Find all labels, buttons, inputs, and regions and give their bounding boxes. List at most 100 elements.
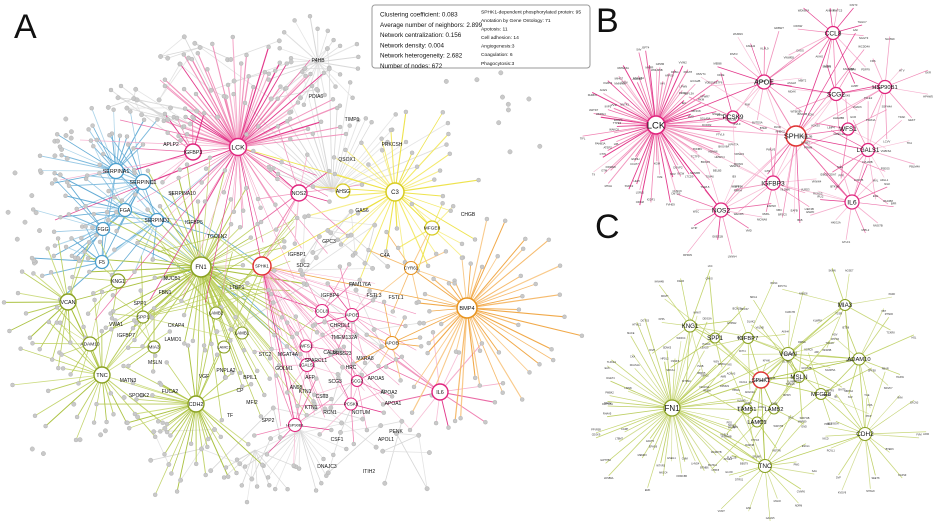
svg-text:ENWF: ENWF (806, 210, 814, 214)
svg-text:SPP1: SPP1 (134, 301, 147, 307)
svg-text:VCAN: VCAN (61, 300, 76, 306)
svg-text:VKNW4: VKNW4 (812, 179, 822, 183)
svg-text:LCK: LCK (231, 144, 245, 151)
svg-text:IGFBP1: IGFBP1 (288, 252, 306, 258)
svg-text:KVDV9: KVDV9 (838, 492, 847, 495)
svg-text:FN1: FN1 (664, 404, 680, 413)
svg-text:NLSB3: NLSB3 (801, 141, 810, 145)
svg-text:MPKI5: MPKI5 (783, 394, 791, 397)
svg-text:LNNN4: LNNN4 (728, 254, 737, 258)
svg-text:NUCB1: NUCB1 (164, 276, 181, 282)
svg-text:PFVR3B: PFVR3B (591, 429, 601, 432)
svg-text:KBNN6: KBNN6 (709, 149, 718, 153)
svg-text:ADAM10: ADAM10 (847, 357, 870, 363)
svg-text:NITR9A: NITR9A (682, 380, 691, 383)
svg-text:MEIB8: MEIB8 (713, 62, 722, 66)
svg-text:MSLN: MSLN (790, 374, 807, 381)
svg-text:VGF: VGF (199, 374, 209, 380)
svg-text:MXRA8: MXRA8 (356, 356, 373, 362)
svg-text:CTIN: CTIN (600, 152, 606, 156)
svg-text:VVIM2: VVIM2 (679, 61, 688, 65)
svg-text:MDVH: MDVH (661, 295, 669, 298)
svg-text:FIW: FIW (745, 103, 750, 107)
svg-text:CWNW: CWNW (793, 24, 802, 28)
svg-text:CAGS: CAGS (796, 49, 804, 53)
svg-text:DCAS1A: DCAS1A (630, 364, 640, 367)
svg-text:DGVP2: DGVP2 (673, 166, 683, 170)
svg-text:HHAM8B: HHAM8B (833, 116, 844, 120)
svg-text:PRSS23: PRSS23 (332, 351, 351, 357)
svg-text:A: A (14, 8, 37, 46)
svg-text:GTR: GTR (765, 169, 771, 173)
svg-text:TNC: TNC (758, 463, 772, 470)
svg-text:RLVD: RLVD (774, 125, 781, 129)
svg-text:RTSD6: RTSD6 (885, 313, 894, 316)
svg-text:MSTR6: MSTR6 (772, 450, 781, 453)
svg-text:GDBW7: GDBW7 (774, 26, 784, 30)
svg-text:SVDF2: SVDF2 (625, 184, 634, 188)
svg-text:VWWE8: VWWE8 (784, 56, 795, 60)
svg-text:WWVH5: WWVH5 (774, 425, 784, 428)
svg-text:EMNH: EMNH (632, 157, 640, 161)
svg-text:LMPP: LMPP (851, 84, 859, 88)
svg-text:GPMM: GPMM (656, 62, 665, 66)
svg-text:IEII: IEII (732, 175, 736, 179)
svg-text:VVSI: VVSI (611, 103, 617, 107)
svg-text:WARR7B: WARR7B (711, 451, 722, 454)
svg-text:CIDG8: CIDG8 (636, 200, 645, 204)
svg-text:SRLW6: SRLW6 (752, 456, 761, 459)
svg-text:SSFH4A: SSFH4A (882, 105, 893, 109)
svg-text:EAS: EAS (605, 367, 610, 370)
svg-text:TII: TII (592, 172, 595, 176)
svg-text:EAVT5: EAVT5 (646, 440, 654, 443)
svg-text:FRWM: FRWM (804, 145, 813, 149)
svg-text:AWB: AWB (720, 375, 726, 378)
svg-text:HAAV4: HAAV4 (702, 343, 711, 346)
svg-text:SGRC9: SGRC9 (804, 349, 813, 352)
svg-text:FIEA5: FIEA5 (677, 280, 685, 283)
svg-text:PMBK2: PMBK2 (605, 391, 614, 394)
svg-text:IETD8: IETD8 (842, 327, 850, 330)
svg-text:MVL: MVL (873, 179, 879, 183)
svg-text:BBST9: BBST9 (740, 463, 749, 466)
svg-text:ISFT4: ISFT4 (642, 46, 650, 50)
svg-text:ACMA3: ACMA3 (727, 373, 736, 376)
svg-text:LAMO1: LAMO1 (165, 337, 182, 343)
svg-text:WTBI5B: WTBI5B (790, 110, 800, 114)
svg-text:MEMR3: MEMR3 (638, 454, 648, 457)
svg-text:Anotation by Gene Ontology: 7: Anotation by Gene Ontology: 71 (481, 18, 551, 24)
svg-text:LTBK5: LTBK5 (712, 469, 720, 472)
svg-text:EIW: EIW (746, 507, 751, 510)
svg-text:FRS: FRS (870, 59, 876, 63)
svg-text:GCR: GCR (850, 115, 856, 119)
svg-text:B: B (596, 2, 619, 40)
svg-text:EHDW2: EHDW2 (727, 322, 737, 325)
svg-text:SAV: SAV (636, 47, 641, 51)
svg-text:SPHK1: SPHK1 (752, 378, 770, 384)
svg-text:MFGE8: MFGE8 (424, 226, 441, 232)
svg-text:AFP: AFP (305, 375, 315, 381)
svg-text:TMEM132A: TMEM132A (331, 335, 358, 341)
svg-text:DCDR2: DCDR2 (702, 123, 712, 127)
svg-text:IGFBP7: IGFBP7 (738, 336, 759, 342)
svg-text:FUCA2: FUCA2 (162, 389, 179, 395)
svg-text:RMKL: RMKL (762, 212, 770, 216)
svg-text:NOS2: NOS2 (712, 207, 731, 214)
svg-text:NGNP5A: NGNP5A (825, 369, 836, 372)
svg-text:NDNI5B: NDNI5B (690, 171, 700, 175)
svg-text:TDAK: TDAK (898, 115, 905, 119)
svg-text:IINM: IINM (897, 397, 902, 400)
svg-text:CKA: CKA (630, 355, 635, 358)
svg-text:SPHK1: SPHK1 (255, 264, 269, 269)
svg-text:TLFK2A: TLFK2A (607, 361, 617, 364)
svg-text:MKSV8: MKSV8 (691, 109, 701, 113)
svg-text:KRMC8B: KRMC8B (676, 475, 687, 478)
svg-text:BKGV8A: BKGV8A (718, 145, 729, 149)
svg-text:AKGC4: AKGC4 (659, 472, 668, 475)
svg-text:SKMN: SKMN (828, 269, 835, 272)
svg-text:NBC: NBC (776, 208, 782, 212)
svg-text:PMG: PMG (794, 463, 800, 466)
svg-text:IBL: IBL (834, 395, 838, 398)
svg-text:KLBC7B: KLBC7B (785, 311, 795, 314)
svg-text:CSF1: CSF1 (331, 437, 344, 443)
